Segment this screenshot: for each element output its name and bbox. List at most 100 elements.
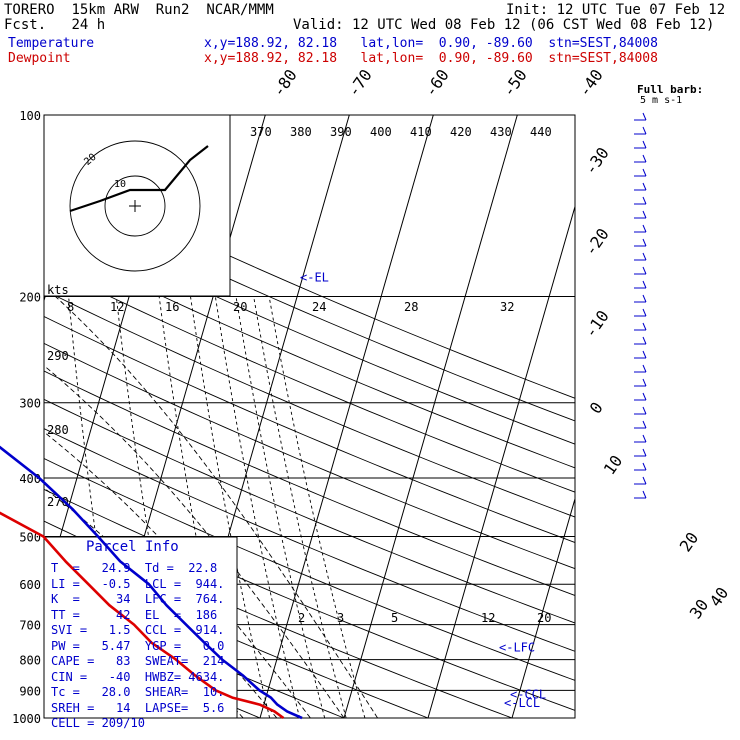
- level-marker-label: <-LCL: [504, 696, 540, 710]
- dewpoint-location: x,y=188.92, 82.18 lat,lon= 0.90, -89.60 …: [204, 51, 658, 66]
- run-label: Run2: [155, 2, 190, 18]
- hodograph-ring: [104, 175, 166, 237]
- parcel-info-row: Tc = 28.0 SHEAR= 10.: [51, 685, 225, 699]
- isotherm-label: -40: [575, 66, 607, 101]
- theta-label: 390: [330, 125, 352, 139]
- isotherm-line: [343, 115, 518, 718]
- dry-adiabat-line: [44, 587, 346, 718]
- wind-barb-flag: [642, 140, 647, 149]
- pressure-tick-label: 400: [19, 472, 41, 486]
- isotherm-label: -30: [581, 144, 613, 179]
- mixing-ratio-label: 16: [165, 300, 179, 314]
- wind-barb-column: [634, 112, 647, 499]
- parcel-info-panel: [43, 536, 238, 719]
- pressure-tick-label: 800: [19, 654, 41, 668]
- wind-barb-flag: [642, 308, 647, 317]
- isotherm-label: -20: [581, 225, 613, 260]
- mixing-ratio-label: 24: [312, 300, 326, 314]
- dry-adiabat-line: [44, 214, 575, 445]
- wind-barb-units: 5 m s-1: [640, 95, 682, 106]
- wind-barb-title: Full barb:: [637, 83, 703, 96]
- parcel-info-row: LI = -0.5 LCL = 944.: [51, 576, 225, 591]
- wind-barb-flag: [642, 210, 647, 219]
- mixing-ratio-label: 12: [481, 611, 495, 625]
- moist-adiabat-line: [44, 487, 278, 718]
- isotherm-label: 0: [586, 398, 607, 417]
- dry-adiabat-line: [44, 458, 575, 681]
- isotherm-line: [259, 115, 434, 718]
- wind-barb-flag: [642, 154, 647, 163]
- dry-adiabat-line: [44, 428, 575, 652]
- isotherm-label: 20: [676, 529, 703, 556]
- wind-barb-flag: [642, 476, 647, 485]
- mixing-ratio-line: [190, 296, 271, 718]
- parcel-info-row: TT = 42 EL = 186: [51, 607, 218, 622]
- pressure-tick-label: 900: [19, 684, 41, 698]
- thetae-label: 280: [47, 423, 69, 437]
- valid-time: Valid: 12 UTC Wed 08 Feb 12 (06 CST Wed …: [293, 17, 715, 33]
- parcel-info-title: Parcel Info: [86, 539, 179, 555]
- isotherm-line: [0, 115, 13, 718]
- mixing-ratio-line: [0, 297, 20, 718]
- wind-barb-flag: [642, 182, 647, 191]
- hodograph-units-label: kts: [47, 283, 69, 297]
- parcel-info-row: CIN = -40 HWBZ= 4634.: [51, 669, 225, 684]
- wind-barb-flag: [642, 224, 647, 233]
- theta-label: 440: [530, 125, 552, 139]
- hodograph-ring-label: 10: [114, 179, 126, 190]
- wind-barb-flag: [642, 238, 647, 247]
- wind-barb-flag: [642, 294, 647, 303]
- dry-adiabat-line: [44, 238, 575, 469]
- pressure-tick-label: 600: [19, 578, 41, 592]
- theta-label: 400: [370, 125, 392, 139]
- temperature-location: x,y=188.92, 82.18 lat,lon= 0.90, -89.60 …: [204, 36, 658, 51]
- dry-adiabat-line: [0, 115, 35, 731]
- wind-barb-flag: [642, 322, 647, 331]
- isotherm-label: -80: [269, 66, 301, 101]
- theta-label: 420: [450, 125, 472, 139]
- model-resolution: 15km ARW: [71, 2, 139, 18]
- mixing-ratio-label: 2: [298, 611, 305, 625]
- plot-frame: [43, 114, 576, 719]
- theta-label: 410: [410, 125, 432, 139]
- wind-barb-flag: [642, 266, 647, 275]
- parcel-info-row: CELL = 209/10: [51, 716, 145, 730]
- hodograph-trace: [69, 145, 209, 213]
- temperature-profile: [0, 445, 303, 720]
- wind-barb-flag: [642, 490, 647, 499]
- mixing-ratio-label: 5: [391, 611, 398, 625]
- mixing-ratio-line: [214, 296, 301, 718]
- level-marker-label: <-CCL: [510, 687, 546, 701]
- isotherm-label: -60: [421, 66, 453, 101]
- pressure-tick-label: 500: [19, 530, 41, 544]
- parcel-info-row: SREH = 14 LAPSE= 5.6: [51, 700, 225, 715]
- mixing-ratio-line: [268, 296, 366, 718]
- wind-barb-flag: [642, 112, 647, 121]
- dry-adiabat-line: [44, 190, 575, 422]
- dewpoint-legend: Dewpoint: [8, 51, 71, 66]
- dry-adiabat-line: [44, 398, 575, 624]
- isotherm-label: -70: [344, 66, 376, 101]
- wind-barb-flag: [642, 392, 647, 401]
- header-model: TORERO 15km ARW Run2 NCAR/MMM: [4, 3, 274, 18]
- dry-adiabat-line: [44, 289, 575, 518]
- hodograph-ring: [69, 140, 201, 272]
- wind-barb-flag: [642, 406, 647, 415]
- theta-label: 380: [290, 125, 312, 139]
- dry-adiabat-line: [44, 315, 575, 543]
- parcel-info-row: PW = 5.47 YGP = 0.0: [51, 638, 225, 653]
- wind-barb-flag: [642, 350, 647, 359]
- mixing-ratio-label: 20: [233, 300, 247, 314]
- model-name: TORERO: [4, 2, 55, 18]
- wind-barb-flag: [642, 280, 647, 289]
- parcel-info-row: SVI = 1.5 CCL = 914.: [51, 623, 225, 637]
- isotherm-line: [511, 496, 575, 718]
- isotherm-label: 10: [600, 452, 627, 479]
- mixing-ratio-label: 20: [537, 611, 551, 625]
- theta-label: 430: [490, 125, 512, 139]
- fcst-label: Fcst.: [4, 17, 47, 33]
- dry-adiabat-line: [44, 264, 575, 493]
- wind-barb-flag: [642, 420, 647, 429]
- init-time: Init: 12 UTC Tue 07 Feb 12: [506, 2, 726, 18]
- wind-barb-flag: [642, 168, 647, 177]
